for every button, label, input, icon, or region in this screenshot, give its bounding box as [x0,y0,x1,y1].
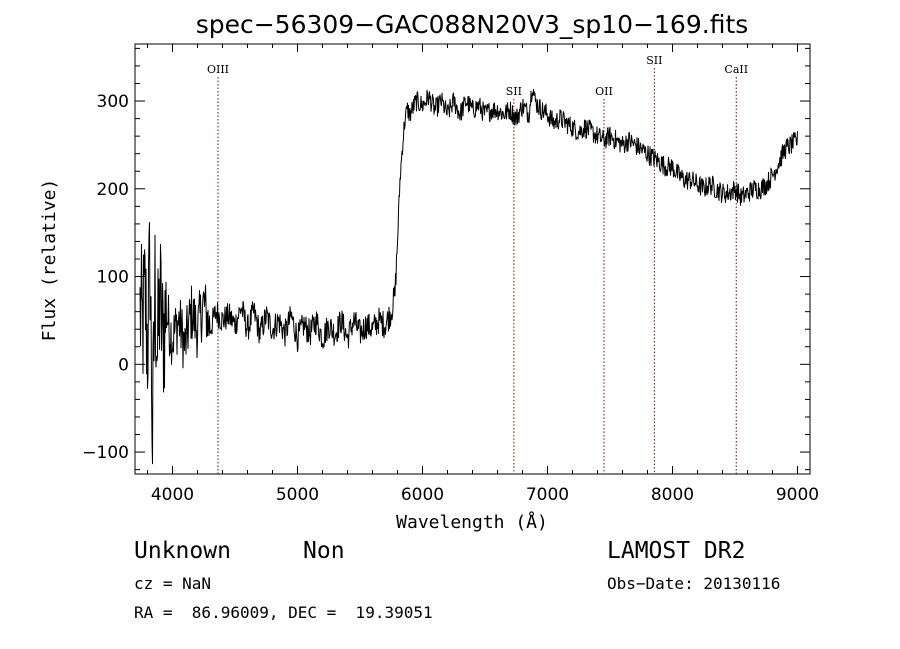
spectrum-series [139,88,798,465]
y-tick-label: 100 [97,268,129,288]
y-axis-label: Flux (relative) [39,179,60,342]
plot-frame [134,43,811,475]
redshift-cz: cz = NaN [134,574,212,593]
chart-title: spec−56309−GAC088N20V3_sp10−169.fits [196,10,749,39]
y-tick-label: 0 [118,355,129,375]
object-class: Unknown [134,538,231,564]
y-tick-label: 300 [97,92,129,112]
survey-name: LAMOST DR2 [607,538,746,564]
spectral-line-label: CaII [724,63,748,76]
coordinates: RA = 86.96009, DEC = 19.39051 [134,603,433,622]
x-tick-label: 4000 [151,485,194,505]
object-subclass: Non [303,538,345,564]
spectral-line-label: SII [646,54,662,67]
x-tick-label: 7000 [526,485,569,505]
x-tick-label: 6000 [401,485,444,505]
x-tick-label: 9000 [776,485,819,505]
y-tick-label: −100 [82,443,129,463]
spectral-line-label: OIII [207,63,229,76]
x-tick-label: 5000 [276,485,319,505]
spectrum-line [139,88,798,465]
spectral-line-markers: OIII SII OII SII CaII [207,54,748,474]
y-tick-label: 200 [97,180,129,200]
spectral-line-label: OII [595,85,613,98]
spectral-line-label: SII [506,85,522,98]
x-axis-label: Wavelength (Å) [396,511,548,533]
x-tick-label: 8000 [651,485,694,505]
x-axis: 4000 5000 6000 7000 8000 9000 [147,44,819,505]
y-axis: −100 0 100 200 300 [82,47,810,471]
observation-date: Obs−Date: 20130116 [607,574,781,593]
